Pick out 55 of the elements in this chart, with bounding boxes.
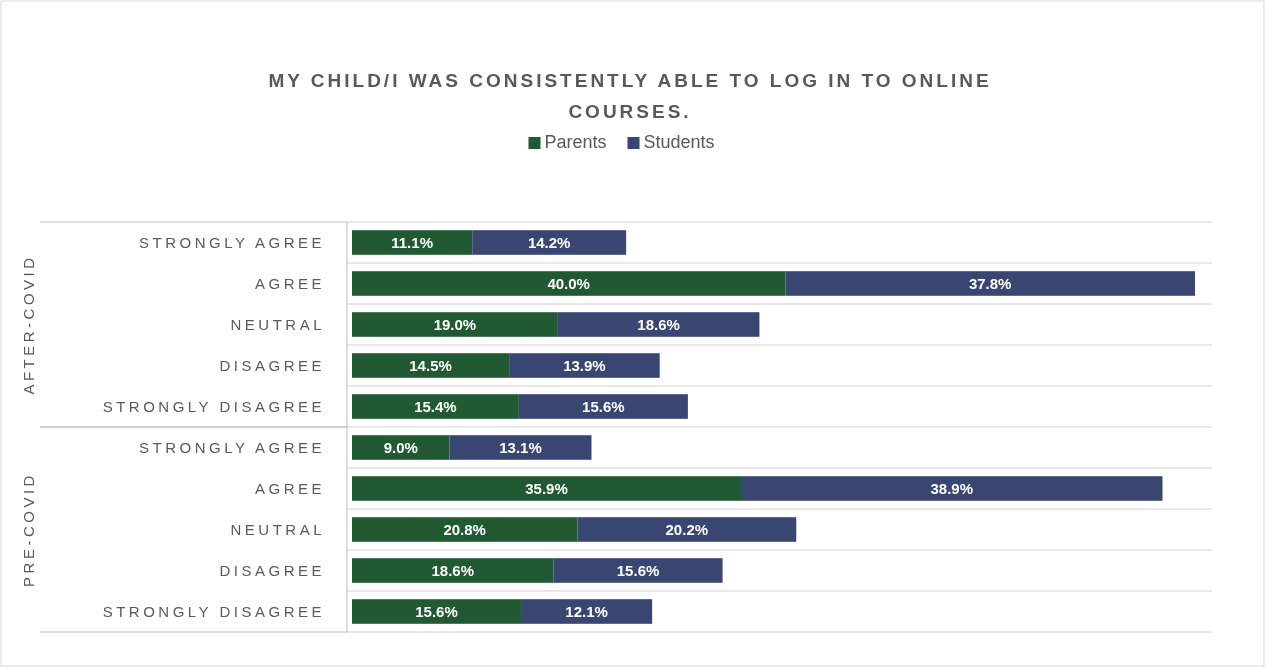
data-label: 40.0% xyxy=(547,274,590,292)
bar xyxy=(553,558,723,583)
y-tick-label: NEUTRAL xyxy=(230,520,325,538)
text: AFTER-COVID xyxy=(20,254,37,395)
y-tick-label: AGREE xyxy=(254,274,325,292)
bar xyxy=(472,230,627,255)
bar xyxy=(521,599,653,624)
bar xyxy=(509,353,660,378)
bar xyxy=(352,394,519,419)
data-label: 12.1% xyxy=(565,602,608,620)
data-label: 38.9% xyxy=(930,479,974,497)
bar xyxy=(352,517,578,542)
data-label: 20.8% xyxy=(443,520,486,538)
data-label: 15.6% xyxy=(582,397,625,415)
y-tick-label: DISAGREE xyxy=(219,356,325,374)
text: PRE-COVID xyxy=(20,472,37,587)
data-label: 18.6% xyxy=(637,315,680,333)
bar xyxy=(352,558,554,583)
bar xyxy=(518,394,688,419)
data-label: 18.6% xyxy=(431,561,475,579)
bar xyxy=(557,312,760,337)
y-tick-label: STRONGLY DISAGREE xyxy=(102,397,325,415)
data-label: 35.9% xyxy=(525,479,568,497)
y-tick-label: NEUTRAL xyxy=(230,315,325,333)
data-label: 14.2% xyxy=(527,233,571,251)
y-tick-label: AGREE xyxy=(254,479,325,497)
bar xyxy=(785,271,1195,296)
legend-label: Students xyxy=(643,132,715,152)
bar xyxy=(352,435,450,460)
data-label: 15.6% xyxy=(616,561,660,579)
legend-label: Parents xyxy=(544,132,607,152)
data-label: 19.0% xyxy=(433,315,477,333)
bar xyxy=(352,271,786,296)
y-tick-label: STRONGLY DISAGREE xyxy=(102,602,325,620)
bar xyxy=(577,517,797,542)
data-label: 15.6% xyxy=(415,602,458,620)
bar xyxy=(352,353,510,378)
data-label: 9.0% xyxy=(383,438,418,456)
data-label: 20.2% xyxy=(665,520,709,538)
data-label: 13.9% xyxy=(563,356,606,374)
bar xyxy=(740,476,1163,501)
data-label: 37.8% xyxy=(968,274,1012,292)
chart-title: MY CHILD/I WAS CONSISTENTLY ABLE TO LOG IN TO ONLINE COURSES. xyxy=(268,70,992,122)
y-tick-label: DISAGREE xyxy=(219,561,325,579)
bar xyxy=(352,312,558,337)
bar xyxy=(352,230,473,255)
bar xyxy=(352,476,741,501)
data-label: 14.5% xyxy=(409,356,452,374)
data-label: 13.1% xyxy=(499,438,542,456)
y-tick-label: STRONGLY AGREE xyxy=(139,233,325,251)
bar xyxy=(449,435,592,460)
data-label: 11.1% xyxy=(391,233,433,251)
bar xyxy=(352,599,522,624)
y-tick-label: STRONGLY AGREE xyxy=(139,438,325,456)
data-label: 15.4% xyxy=(414,397,457,415)
